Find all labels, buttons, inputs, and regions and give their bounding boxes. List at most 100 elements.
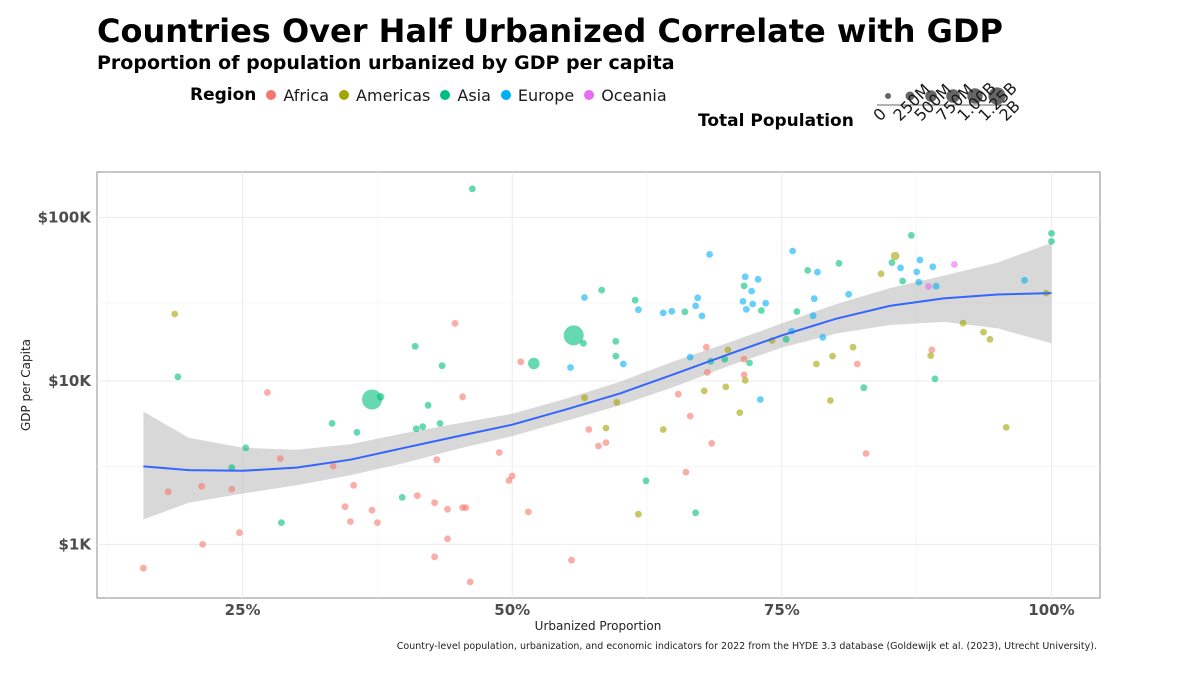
data-point-africa xyxy=(431,499,438,507)
data-point-americas xyxy=(736,409,744,417)
data-point-asia xyxy=(468,185,476,193)
legend-label-americas: Americas xyxy=(356,85,431,105)
data-point-europe xyxy=(814,268,821,276)
data-point-europe xyxy=(916,256,924,264)
data-point-africa xyxy=(466,578,474,586)
data-point-europe xyxy=(754,275,762,283)
data-point-europe xyxy=(659,309,667,317)
data-point-africa xyxy=(508,472,516,480)
data-point-europe xyxy=(845,290,853,298)
data-point-asia xyxy=(681,308,689,316)
y-axis-label: GDP per Capita xyxy=(19,339,33,431)
legend-item-oceania: Oceania xyxy=(584,85,667,105)
data-point-americas xyxy=(613,399,621,406)
data-point-europe xyxy=(762,299,770,307)
data-point-europe xyxy=(581,294,588,301)
data-point-asia xyxy=(424,401,432,409)
data-point-asia xyxy=(642,477,650,485)
data-point-africa xyxy=(740,355,748,363)
data-point-africa xyxy=(431,553,438,561)
data-point-asia xyxy=(1048,230,1055,237)
data-point-africa xyxy=(595,442,602,450)
x-tick-label: 100% xyxy=(1028,601,1074,619)
data-point-africa xyxy=(374,519,381,526)
size-legend-key xyxy=(925,90,937,102)
data-point-asia xyxy=(278,519,285,526)
data-point-africa xyxy=(928,346,936,354)
data-point-americas xyxy=(659,426,667,433)
data-point-asia xyxy=(362,389,382,410)
data-point-africa xyxy=(276,455,284,462)
data-point-europe xyxy=(635,306,642,314)
data-point-americas xyxy=(722,383,730,391)
size-legend-label: 0 xyxy=(869,104,890,125)
data-point-europe xyxy=(619,360,627,368)
data-point-americas xyxy=(602,424,610,432)
data-point-africa xyxy=(459,393,466,401)
legend-label-oceania: Oceania xyxy=(601,85,667,105)
data-point-asia xyxy=(398,494,406,501)
legend-key-americas xyxy=(339,90,350,100)
data-point-europe xyxy=(749,300,757,308)
data-point-africa xyxy=(517,358,525,366)
y-tick-label: $1K xyxy=(59,535,93,553)
data-point-asia xyxy=(438,362,446,370)
data-point-asia xyxy=(692,509,699,517)
data-point-europe xyxy=(932,282,940,290)
data-point-europe xyxy=(668,307,676,315)
data-point-africa xyxy=(674,390,682,398)
data-point-americas xyxy=(724,346,732,354)
data-point-africa xyxy=(568,556,575,564)
size-legend-key xyxy=(988,87,1006,105)
data-point-asia xyxy=(835,259,843,267)
data-point-oceania xyxy=(925,283,932,290)
data-point-europe xyxy=(810,295,818,303)
data-point-oceania xyxy=(951,261,958,268)
data-point-europe xyxy=(742,306,750,313)
size-legend-key xyxy=(885,93,891,99)
data-point-europe xyxy=(567,364,574,371)
data-point-africa xyxy=(585,426,593,433)
caption: Country-level population, urbanization, … xyxy=(396,641,1097,652)
legend-label-asia: Asia xyxy=(457,85,491,105)
size-legend-title: Total Population xyxy=(698,111,854,131)
data-point-europe xyxy=(809,312,817,320)
data-point-asia xyxy=(804,267,812,274)
data-point-africa xyxy=(236,529,243,537)
data-point-asia xyxy=(631,296,639,304)
data-point-asia xyxy=(376,393,385,401)
legend-key-europe xyxy=(500,90,511,100)
x-tick-label: 75% xyxy=(764,601,800,619)
data-point-africa xyxy=(264,389,271,396)
data-point-asia xyxy=(436,420,444,427)
chart-title: Countries Over Half Urbanized Correlate … xyxy=(97,12,1003,50)
y-tick-label: $10K xyxy=(48,372,92,390)
data-point-asia xyxy=(899,277,906,285)
data-point-africa xyxy=(704,368,711,376)
chart-subtitle: Proportion of population urbanized by GD… xyxy=(97,52,675,74)
data-point-asia xyxy=(907,232,915,239)
data-point-africa xyxy=(862,450,870,457)
data-point-asia xyxy=(328,420,336,427)
size-legend-key xyxy=(905,91,915,101)
data-point-africa xyxy=(139,564,147,572)
y-tick-label: $100K xyxy=(38,209,93,227)
data-point-africa xyxy=(525,508,532,516)
data-point-africa xyxy=(350,481,358,489)
data-point-africa xyxy=(708,440,716,447)
size-legend-key xyxy=(967,88,983,104)
data-point-africa xyxy=(602,439,610,446)
data-point-europe xyxy=(698,312,706,320)
data-point-africa xyxy=(413,492,421,499)
confidence-band xyxy=(143,242,1052,520)
data-point-africa xyxy=(199,541,207,548)
data-point-africa xyxy=(686,412,694,420)
data-point-europe xyxy=(686,353,694,361)
data-point-africa xyxy=(433,456,441,464)
data-point-europe xyxy=(897,264,904,272)
data-point-europe xyxy=(1021,276,1028,284)
data-point-africa xyxy=(368,506,376,514)
data-point-africa xyxy=(740,371,748,379)
legend-item-africa: Africa xyxy=(266,86,329,105)
data-point-africa xyxy=(198,482,206,490)
